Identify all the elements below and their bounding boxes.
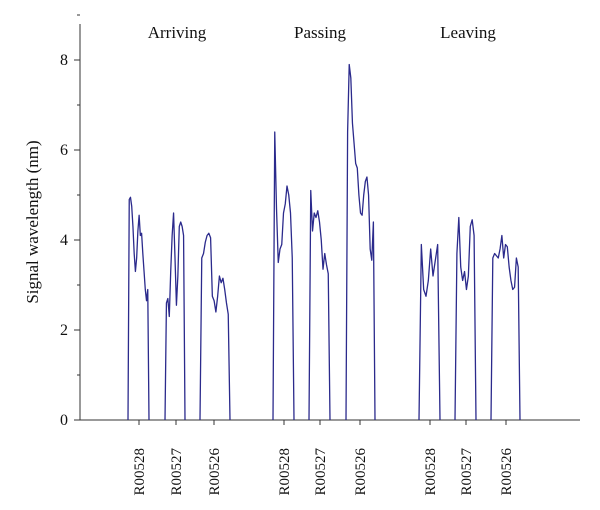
sensor-label: R00528 <box>423 448 439 496</box>
sensor-label: R00526 <box>353 448 369 496</box>
series-layer <box>127 63 521 421</box>
group-label-passing: Passing <box>294 23 346 42</box>
series-arriving-r00527 <box>164 212 186 421</box>
group-labels: Arriving Passing Leaving <box>148 23 497 42</box>
sensor-label: R00526 <box>499 448 515 496</box>
y-tick-label: 0 <box>60 412 68 429</box>
sensor-label: R00526 <box>207 448 223 496</box>
sensor-labels: R00528 R00527 R00526 R00528 R00527 R00526 R005… <box>132 420 515 496</box>
series-arriving-r00526 <box>199 232 231 421</box>
y-tick-label: 2 <box>60 322 68 339</box>
series-leaving-r00528 <box>418 243 441 421</box>
sensor-label: R00527 <box>169 448 185 496</box>
y-tick-label: 4 <box>60 232 68 249</box>
axes <box>79 24 580 421</box>
sensor-label: R00528 <box>277 448 293 496</box>
y-tick-label: 8 <box>60 52 68 69</box>
sensor-label: R00527 <box>459 448 475 496</box>
series-leaving-r00527 <box>454 216 477 421</box>
series-leaving-r00526 <box>490 234 521 421</box>
group-label-leaving: Leaving <box>440 23 496 42</box>
series-passing-r00527 <box>308 189 331 421</box>
sensor-label: R00527 <box>313 448 329 496</box>
y-tick-label: 6 <box>60 142 68 159</box>
y-axis-title: Signal wavelength (nm) <box>23 140 42 303</box>
series-arriving-r00528 <box>127 196 150 421</box>
series-passing-r00528 <box>272 131 295 421</box>
group-label-arriving: Arriving <box>148 23 207 42</box>
y-ticks: 0 2 4 6 8 <box>60 14 80 429</box>
sensor-label: R00528 <box>132 448 148 496</box>
series-passing-r00526 <box>345 63 376 421</box>
